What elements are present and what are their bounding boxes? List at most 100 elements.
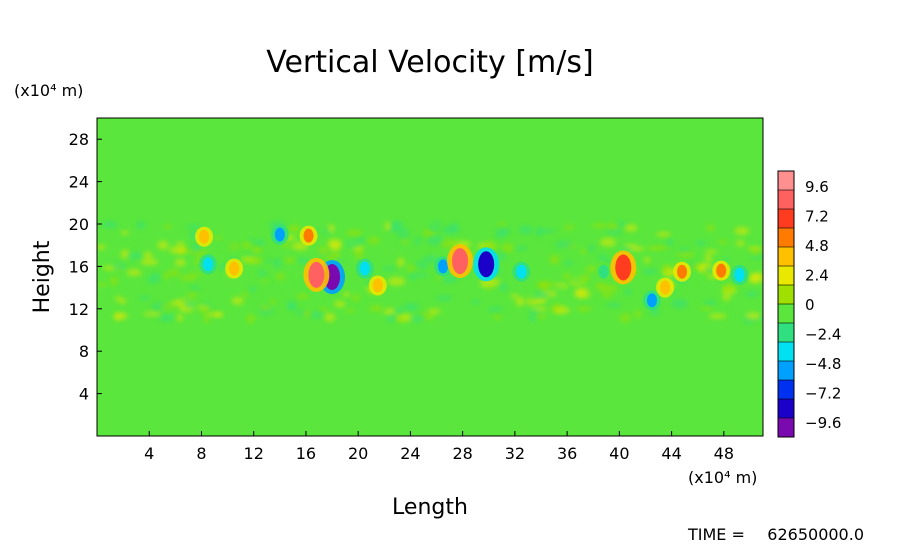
band-cell <box>684 284 694 289</box>
x-tick-label: 32 <box>505 444 525 463</box>
band-cell <box>540 228 556 233</box>
band-cell <box>744 291 760 297</box>
band-cell <box>403 303 419 312</box>
band-cell <box>126 252 143 260</box>
feature-core <box>359 261 370 276</box>
band-cell <box>143 311 162 317</box>
band-cell <box>179 274 197 281</box>
colorbar-segment <box>778 171 794 191</box>
band-cell <box>422 255 440 263</box>
colorbar-tick-label: −4.8 <box>805 355 841 373</box>
band-cell <box>97 271 106 277</box>
band-cell <box>528 315 537 322</box>
band-cell <box>293 268 301 277</box>
band-cell <box>733 315 747 322</box>
band-cell <box>721 308 729 314</box>
colorbar-segment <box>778 247 794 267</box>
plot-area <box>96 117 764 437</box>
band-cell <box>435 312 444 321</box>
band-cell <box>705 249 718 254</box>
band-cell <box>698 280 705 290</box>
colorbar-segment <box>778 418 794 438</box>
band-cell <box>270 299 277 305</box>
x-tick-label: 24 <box>400 444 420 463</box>
band-cell <box>436 275 443 281</box>
band-cell <box>641 268 659 275</box>
band-cell <box>372 257 384 263</box>
band-cell <box>589 251 597 258</box>
band-cell <box>396 257 405 267</box>
band-cell <box>287 279 303 285</box>
band-cell <box>153 272 161 279</box>
band-cell <box>706 224 715 232</box>
band-cell <box>555 240 574 249</box>
band-cell <box>564 315 572 322</box>
band-cell <box>120 230 129 235</box>
feature-core <box>677 264 688 279</box>
band-cell <box>136 221 146 230</box>
band-cell <box>100 302 113 312</box>
band-cell <box>436 295 453 301</box>
band-cell <box>704 300 717 307</box>
band-cell <box>119 298 127 304</box>
band-cell <box>302 309 311 318</box>
band-cell <box>278 316 294 323</box>
band-cell <box>394 307 403 315</box>
band-cell <box>591 223 608 228</box>
band-cell <box>361 301 371 306</box>
band-cell <box>175 241 185 246</box>
band-cell <box>307 289 314 297</box>
band-cell <box>231 296 244 305</box>
colorbar-segment <box>778 380 794 400</box>
band-cell <box>167 268 180 277</box>
colorbar-segment <box>778 190 794 210</box>
band-cell <box>601 284 618 293</box>
feature-core <box>647 293 657 308</box>
band-cell <box>115 312 129 320</box>
x-tick-label: 44 <box>661 444 681 463</box>
band-cell <box>566 227 574 235</box>
band-cell <box>624 224 638 232</box>
x-axis-label: Length <box>392 495 468 520</box>
band-cell <box>600 237 616 247</box>
feature-core <box>303 228 314 243</box>
colorbar-tick-label: 2.4 <box>805 266 829 284</box>
band-cell <box>440 275 458 284</box>
feature-core <box>452 248 469 275</box>
band-cell <box>169 246 186 254</box>
band-cell <box>387 276 406 286</box>
band-cell <box>369 305 383 312</box>
x-tick-label: 8 <box>196 444 206 463</box>
band-cell <box>324 295 337 306</box>
band-cell <box>251 277 269 287</box>
band-cell <box>708 313 727 319</box>
colorbar-segment <box>778 228 794 248</box>
colorbar-tick-label: 0 <box>805 296 815 314</box>
band-cell <box>275 273 286 281</box>
time-label: TIME = <box>687 525 745 544</box>
band-cell <box>128 291 142 299</box>
band-cell <box>655 231 671 238</box>
band-cell <box>495 231 506 238</box>
band-cell <box>722 283 735 293</box>
band-cell <box>234 304 253 313</box>
feature-core <box>203 257 213 272</box>
band-cell <box>666 237 673 248</box>
band-cell <box>722 293 731 301</box>
band-cell <box>583 221 591 232</box>
feature-core <box>199 229 210 244</box>
band-cell <box>220 240 238 249</box>
band-cell <box>650 273 660 280</box>
band-cell <box>161 304 176 311</box>
band-cell <box>461 314 472 320</box>
y-tick-label: 28 <box>69 130 89 149</box>
band-cell <box>744 255 754 265</box>
band-cell <box>282 241 290 249</box>
band-cell <box>744 312 761 320</box>
band-cell <box>671 298 688 309</box>
x-tick-label: 48 <box>714 444 734 463</box>
band-cell <box>97 284 107 295</box>
band-cell <box>395 316 406 322</box>
band-cell <box>161 278 173 283</box>
